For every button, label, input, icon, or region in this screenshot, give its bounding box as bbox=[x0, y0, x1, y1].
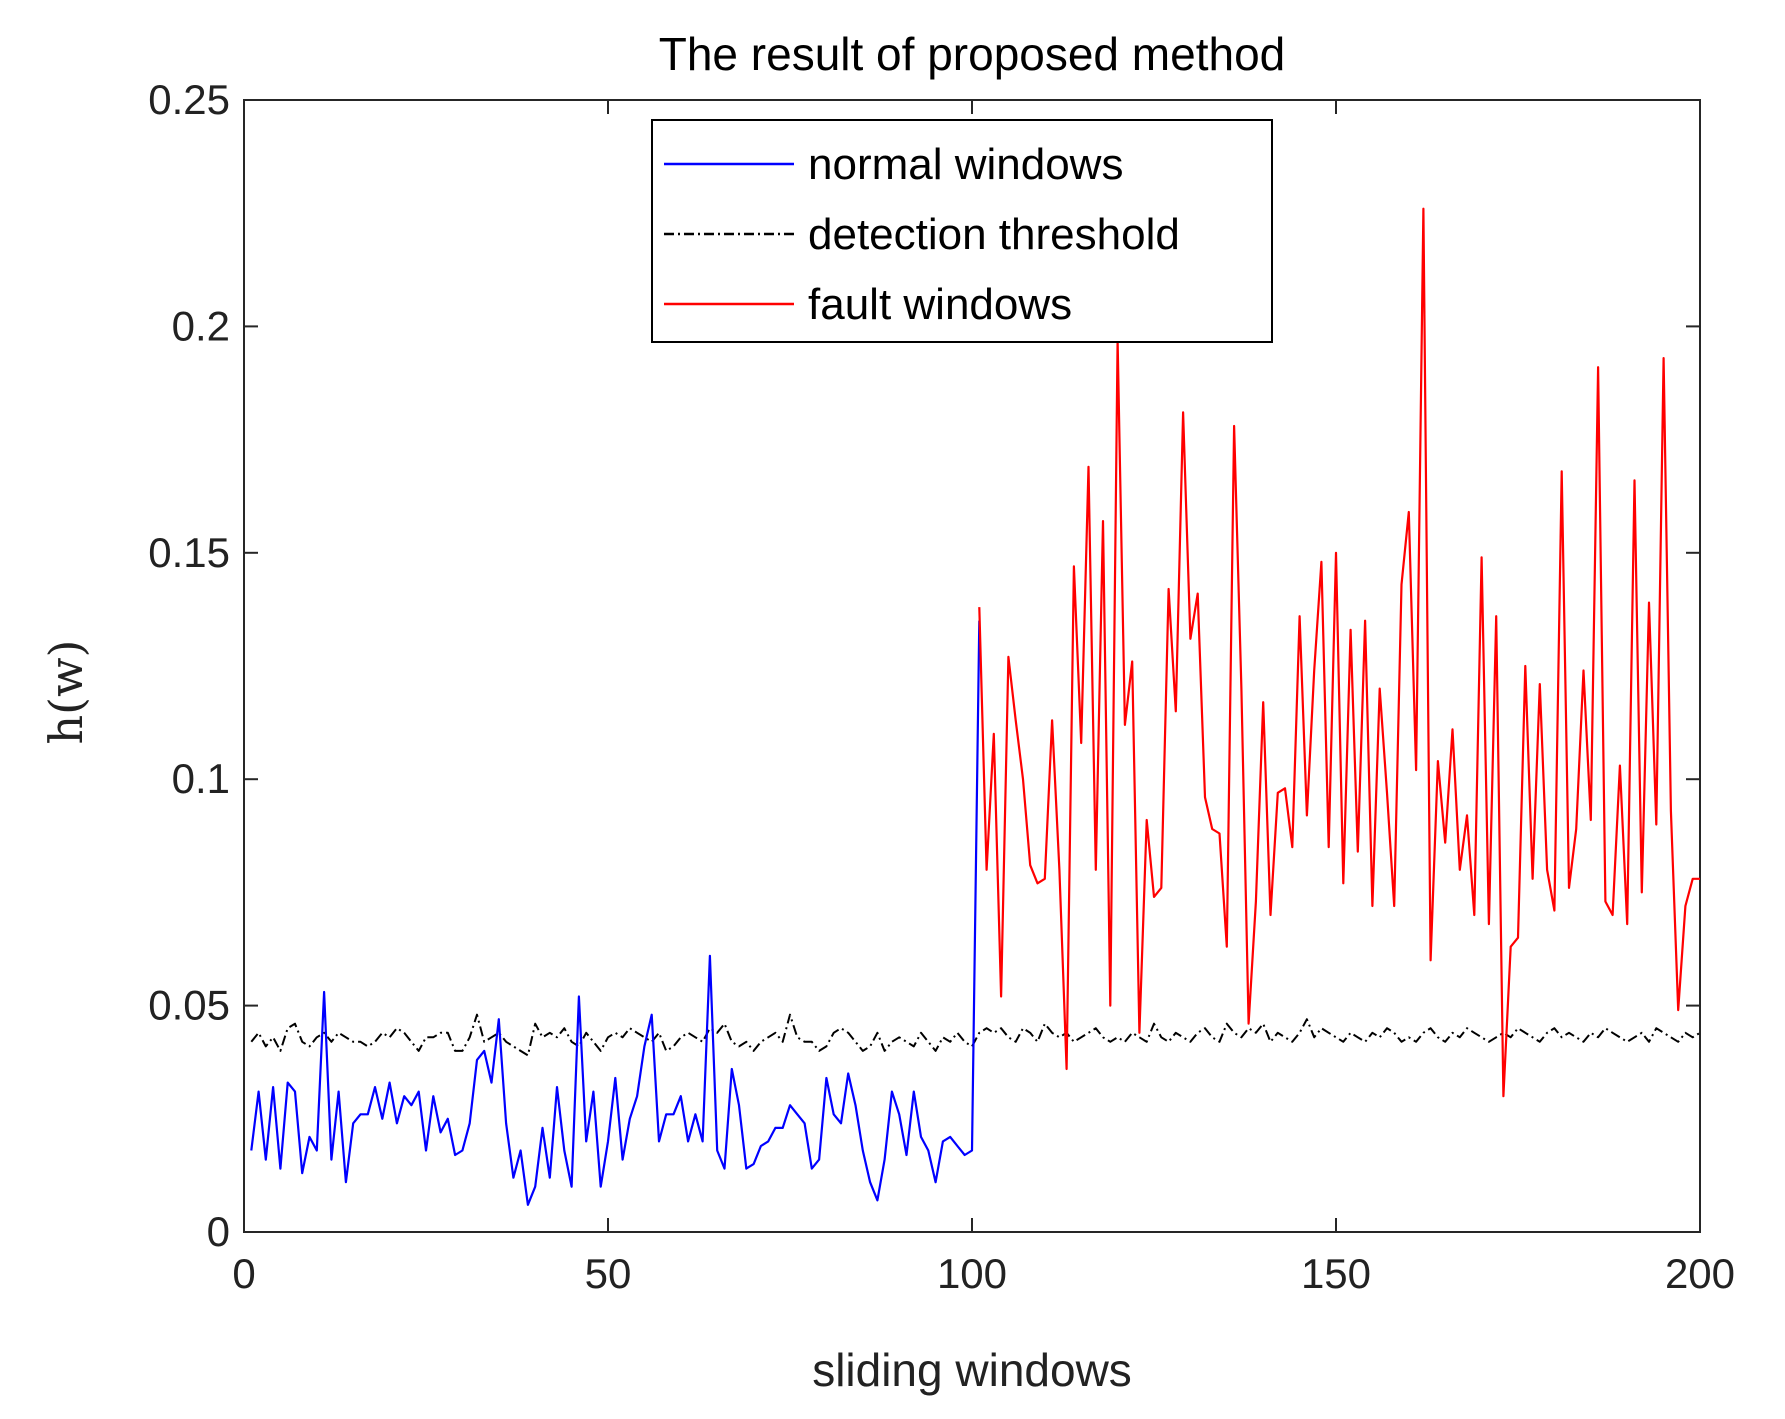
series-line-normal-windows bbox=[250, 620, 981, 1206]
x-tick-label: 150 bbox=[1301, 1250, 1371, 1297]
x-tick-label: 0 bbox=[232, 1250, 255, 1297]
x-axis: 0 50 100 150 200 bbox=[232, 100, 1735, 1297]
legend-label: normal windows bbox=[808, 140, 1123, 189]
y-axis-label: h(w) bbox=[39, 640, 93, 745]
x-tick-label: 50 bbox=[585, 1250, 632, 1297]
y-tick-label: 0.2 bbox=[172, 302, 230, 349]
y-tick-label: 0.15 bbox=[148, 529, 230, 576]
legend-label: fault windows bbox=[808, 280, 1072, 329]
y-tick-label: 0.25 bbox=[148, 76, 230, 123]
y-tick-label: 0.05 bbox=[148, 982, 230, 1029]
x-axis-label: sliding windows bbox=[812, 1344, 1132, 1396]
legend: normal windows detection threshold fault w… bbox=[651, 119, 1273, 343]
legend-label: detection threshold bbox=[808, 210, 1180, 259]
series-line-detection-threshold bbox=[250, 1013, 1701, 1057]
x-tick-label: 200 bbox=[1665, 1250, 1735, 1297]
y-tick-label: 0 bbox=[207, 1208, 230, 1255]
x-tick-label: 100 bbox=[937, 1250, 1007, 1297]
series-line-fault-windows bbox=[978, 207, 1700, 1098]
chart-title: The result of proposed method bbox=[659, 28, 1285, 80]
y-tick-label: 0.1 bbox=[172, 755, 230, 802]
y-axis: 0 0.05 0.1 0.15 0.2 0.25 bbox=[148, 76, 1700, 1255]
